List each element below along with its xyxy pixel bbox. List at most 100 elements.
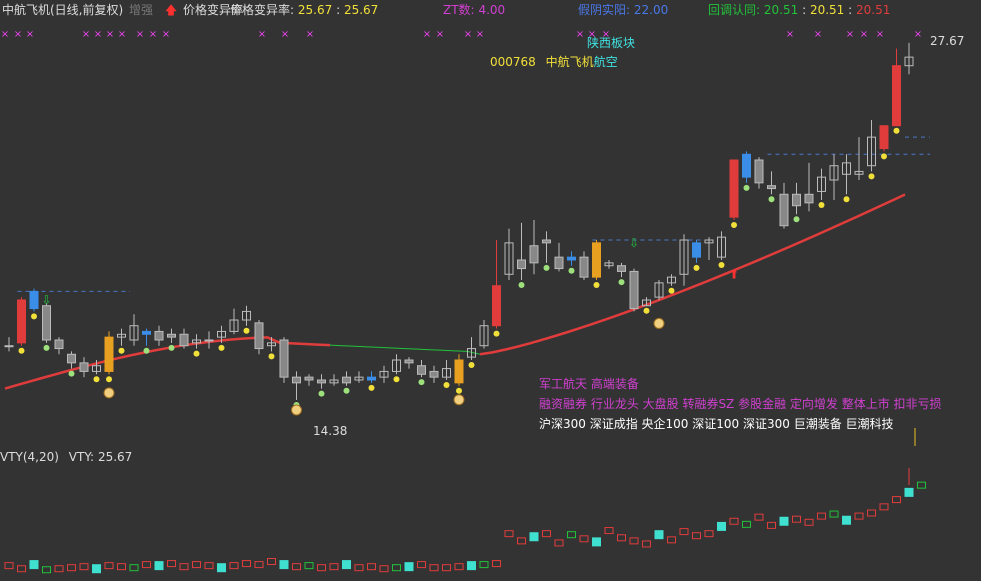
marker-x: × [464,29,472,40]
vty-bar [592,537,601,547]
signal-dot [93,376,100,383]
marker-x: × [106,29,114,40]
vty-bar [117,563,126,571]
marker-x: × [1,29,9,40]
vty-bar [742,520,751,528]
vty-bar [767,521,776,529]
signal-dot [443,382,450,388]
candle-body [642,299,651,307]
candle-body [79,362,89,372]
separator: : [802,3,807,17]
signal-dot [343,387,350,394]
signal-dot [193,350,200,357]
vty-bar [642,540,651,548]
vty-bar [442,564,451,572]
money-bag-icon [453,394,465,406]
signal-dot [106,376,112,383]
candle-body [17,299,26,344]
signal-dot [268,353,275,360]
candle-body [492,285,501,327]
vty-bar [542,530,551,538]
up-arrow-icon: 🡅 [164,3,178,17]
candle-body [904,56,914,67]
region-label: 陕西板块 [587,36,636,50]
signal-dot [718,262,725,268]
pullback-label: 回调认同: [708,3,761,17]
candle-body [104,336,114,372]
stock-title: 中航飞机(日线,前复权) [2,3,124,17]
vty-bar [504,530,514,538]
vty-bar [854,512,864,520]
signal-dot [518,282,525,288]
vty-bar [554,539,564,547]
vty-bar [517,537,526,545]
vty-bar [617,534,626,542]
candle-body [729,159,739,218]
vty-bar [704,530,714,538]
signal-dot [818,202,825,208]
vty-bar [354,564,364,572]
vty-bar [667,536,676,544]
candle-body [654,282,664,298]
vty-bar [404,562,414,572]
vty-bar [242,560,251,568]
candle-body [54,339,64,350]
vty-bar [379,565,389,573]
marker-x: × [602,29,610,40]
low-price-label: 14.38 [313,424,348,438]
candle-body [29,290,39,310]
chart-header: 中航飞机(日线,前复权) 增强 🡅 价格变异率 [2,1,245,22]
marker-x: × [136,29,144,40]
vty-bar [454,563,464,571]
signal-dot [768,196,775,203]
mode-label[interactable]: 增强 [129,3,154,17]
vty-bar [829,510,839,518]
candle-body [679,239,689,275]
marker-x: × [162,29,170,40]
vty-bar [729,517,739,525]
marker-x: × [846,29,854,40]
down-arrow-icon: ⇩ [41,293,51,307]
vty-bar [392,564,401,572]
signal-dot [118,347,125,354]
vty-bar [604,527,614,535]
vty-bar [179,563,189,571]
concept-line-1: 军工航天 高端装备 [539,377,639,391]
candle-body [767,185,776,190]
signal-dot [643,307,650,314]
vty-bar [229,562,239,570]
candle-body [404,359,414,364]
money-bag-icon [653,317,665,329]
concept-line-2: 融资融券 行业龙头 大盘股 转融券SZ 参股金融 定向增发 整体上市 扣非亏损 [539,397,942,411]
marker-x: × [436,29,444,40]
vty-bar [67,564,76,572]
vty-bar [254,561,264,569]
candle-body [892,65,901,127]
marker-x: × [786,29,794,40]
yang-value: 22.00 [633,3,669,17]
candle-body [742,153,751,178]
money-bag-icon [103,387,115,399]
signal-dot [168,344,175,351]
candle-body [829,165,839,181]
candle-body [67,353,76,364]
rate-value-2: 25.67 [343,3,379,17]
vty-bar [679,528,689,536]
signal-dot [143,347,150,354]
vty-bar [754,513,764,521]
moving-average-flat [329,344,481,355]
candle-body [804,193,814,204]
marker-x: × [914,29,922,40]
candle-body [329,379,339,384]
candle-body [867,136,876,167]
high-price-label: 27.67 [930,34,965,48]
marker-x: × [423,29,431,40]
candle-body [792,193,801,207]
signal-dot [418,379,425,386]
candle-body [279,339,289,378]
separator: : [336,3,341,17]
candle-body [717,236,726,258]
marker-x: × [149,29,157,40]
yang-readout: 假阴实阳: 22.00 [578,1,668,18]
